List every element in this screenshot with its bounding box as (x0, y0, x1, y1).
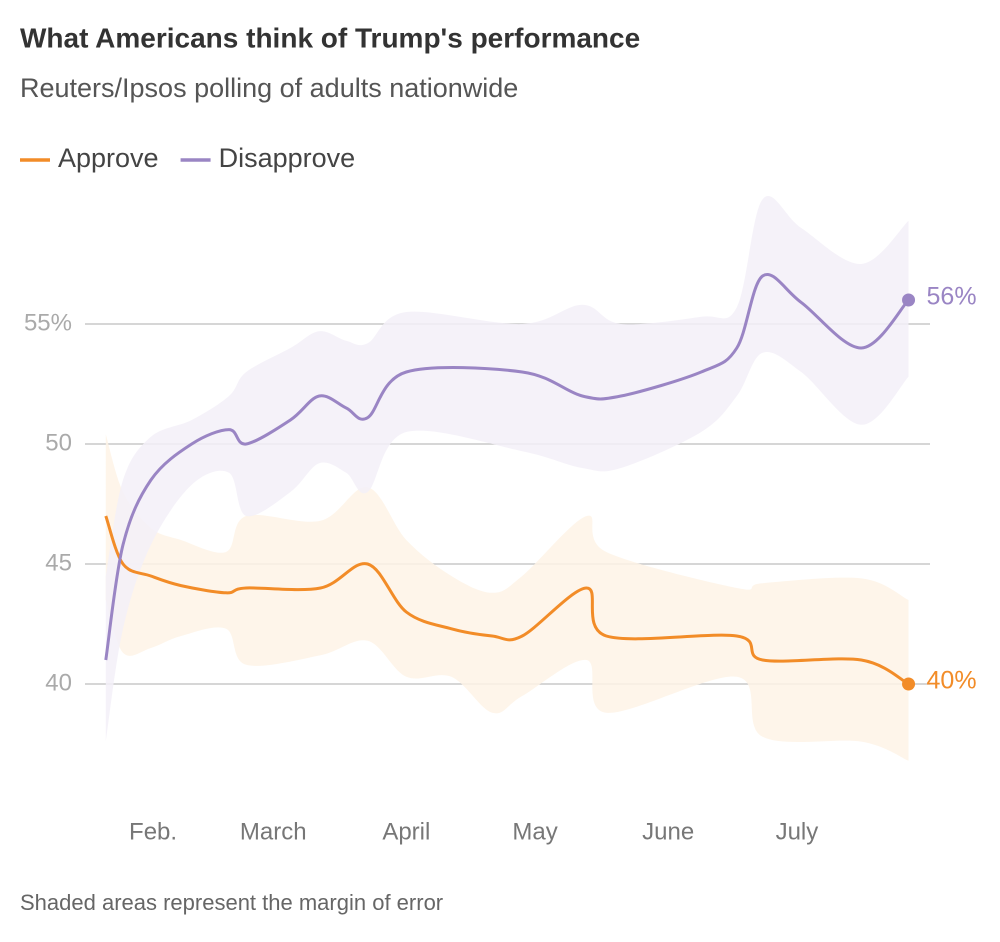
value-label: 40% (927, 667, 977, 695)
y-tick-label: 50 (45, 429, 72, 456)
chart-title: What Americans think of Trump's performa… (20, 22, 640, 53)
x-tick-label: May (512, 818, 557, 845)
x-tick-label: June (642, 818, 694, 845)
y-tick-label: 40 (45, 669, 72, 696)
value-label: 56% (927, 283, 977, 311)
y-tick-label: 55% (24, 309, 72, 336)
error-band (105, 195, 909, 742)
x-tick-label: March (240, 818, 307, 845)
end-point (902, 677, 916, 691)
end-point (902, 293, 916, 307)
legend-label: Approve (58, 143, 159, 173)
error-band (105, 434, 909, 761)
line (104, 272, 910, 661)
y-tick-label: 45 (45, 549, 72, 576)
x-tick-label: April (382, 818, 430, 845)
legend-label: Disapprove (219, 143, 356, 173)
x-tick-label: Feb. (129, 818, 177, 845)
chart-subtitle: Reuters/Ipsos polling of adults nationwi… (20, 73, 518, 103)
x-tick-label: July (776, 818, 819, 845)
note: Shaded areas represent the margin of err… (20, 890, 443, 915)
line (104, 515, 910, 686)
